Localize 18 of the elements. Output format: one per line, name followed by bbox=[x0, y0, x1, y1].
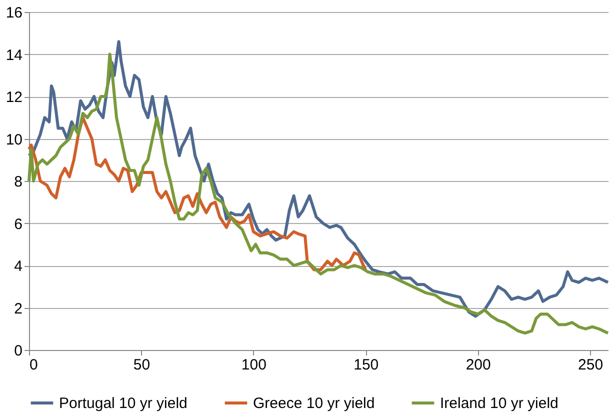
y-tick-label: 2 bbox=[14, 300, 22, 318]
y-tick-label: 12 bbox=[6, 89, 22, 106]
legend-label: Greece 10 yr yield bbox=[253, 395, 375, 412]
x-tick-label: 250 bbox=[578, 356, 604, 374]
y-tick-label: 8 bbox=[14, 174, 22, 190]
y-tick-label: 16 bbox=[6, 4, 22, 22]
y-tick-label: 0 bbox=[14, 342, 22, 360]
y-tick-label: 4 bbox=[14, 258, 22, 275]
y-tick-label: 6 bbox=[14, 216, 22, 233]
y-tick-label: 10 bbox=[6, 131, 22, 148]
x-tick-label: 100 bbox=[241, 356, 266, 374]
legend-label: Ireland 10 yr yield bbox=[440, 395, 558, 412]
x-tick-label: 200 bbox=[466, 356, 491, 374]
x-tick-label: 50 bbox=[133, 356, 150, 374]
legend-label: Portugal 10 yr yield bbox=[59, 395, 188, 412]
x-tick-label: 150 bbox=[354, 356, 379, 374]
x-tick-label: 0 bbox=[30, 356, 38, 374]
y-tick-label: 14 bbox=[6, 46, 22, 64]
